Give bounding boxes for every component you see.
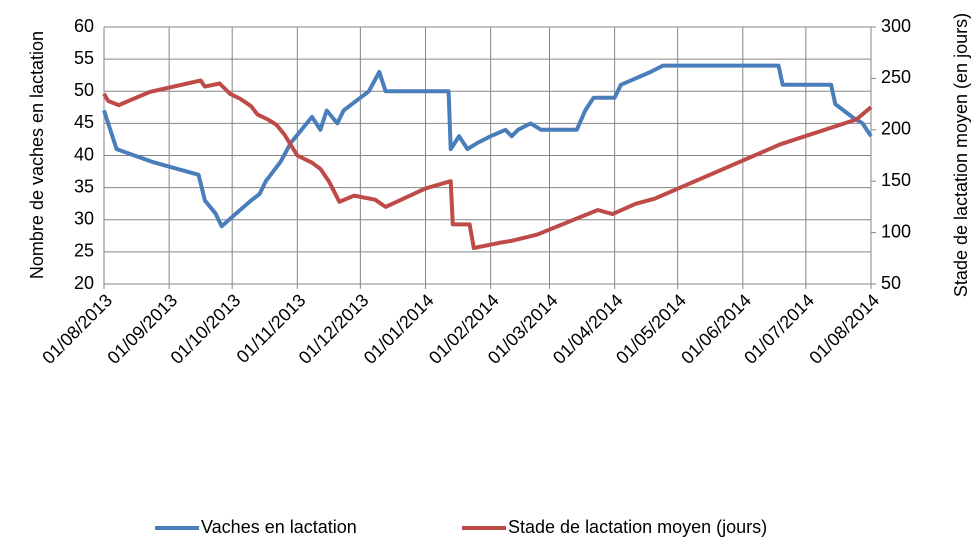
legend-label: Vaches en lactation (201, 517, 357, 537)
y-tick-label: 45 (74, 112, 94, 132)
y2-axis-title: Stade de lactation moyen (en jours) (951, 13, 971, 297)
y2-tick-label: 100 (881, 221, 911, 241)
x-tick-label: 01/01/2014 (360, 290, 438, 368)
series-line (102, 78, 873, 250)
y2-tick-label: 300 (881, 16, 911, 36)
x-tick-label: 01/08/2014 (805, 290, 883, 368)
y-tick-label: 55 (74, 48, 94, 68)
y-tick-label: 40 (74, 144, 94, 164)
legend-label: Stade de lactation moyen (jours) (508, 517, 767, 537)
y-axis-title: Nombre de vaches en lactation (27, 31, 47, 279)
y-tick-label: 25 (74, 241, 94, 261)
y2-tick-label: 50 (881, 273, 901, 293)
y-tick-label: 30 (74, 209, 94, 229)
y-tick-label: 35 (74, 176, 94, 196)
y2-tick-label: 250 (881, 67, 911, 87)
y-tick-label: 50 (74, 80, 94, 100)
x-tick-label: 01/08/2013 (38, 290, 116, 368)
series-line (102, 63, 873, 229)
y-tick-label: 60 (74, 16, 94, 36)
y2-tick-label: 200 (881, 119, 911, 139)
y-tick-label: 20 (74, 273, 94, 293)
y2-tick-label: 150 (881, 170, 911, 190)
